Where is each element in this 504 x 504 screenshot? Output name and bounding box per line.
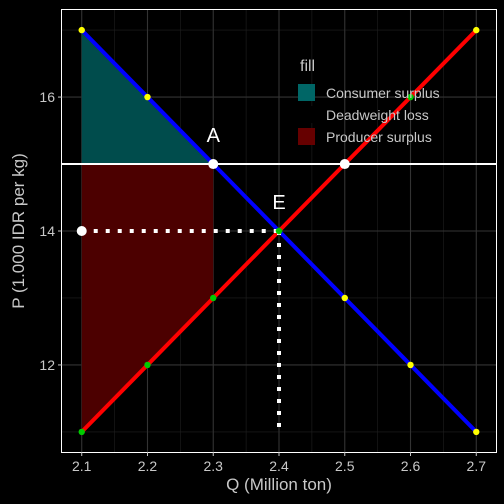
legend: fill Consumer surplus Deadweight loss Prod… [298, 58, 440, 145]
x-tick-label: 2.2 [138, 458, 158, 474]
axis-ticks: 2.1 2.2 2.3 2.4 2.5 2.6 2.7 12 14 16 [39, 89, 486, 474]
x-tick-label: 2.3 [204, 458, 224, 474]
supply-point [78, 428, 85, 436]
supply-point [144, 361, 151, 369]
x-tick-label: 2.6 [401, 458, 421, 474]
x-tick-label: 2.7 [467, 458, 487, 474]
legend-title: fill [300, 58, 315, 75]
x-tick-label: 2.4 [269, 458, 289, 474]
y-axis-label: P (1.000 IDR per kg) [9, 153, 28, 309]
y-tick-label: 14 [39, 223, 55, 239]
legend-label: Consumer surplus [326, 85, 440, 101]
point-a-marker [208, 159, 219, 170]
demand-point [144, 93, 151, 101]
annotation-label: A [207, 125, 221, 147]
y-tick-label: 12 [39, 357, 55, 373]
supply-point [275, 227, 283, 235]
legend-key [298, 84, 315, 101]
y-tick-label: 16 [39, 89, 55, 105]
legend-key [298, 128, 315, 145]
equilibrium-price-marker [76, 226, 87, 236]
demand-point [473, 428, 480, 436]
data-points [76, 26, 480, 436]
annotations: AE [207, 125, 286, 214]
x-axis-label: Q (Million ton) [226, 475, 332, 494]
legend-label: Producer surplus [326, 129, 432, 145]
legend-key [298, 106, 315, 123]
annotation-label: E [272, 192, 285, 214]
price-supply-marker [339, 159, 350, 170]
x-tick-label: 2.5 [335, 458, 355, 474]
supply-point [473, 26, 480, 34]
supply-point [210, 294, 217, 302]
equilibrium-guides [62, 163, 496, 432]
demand-point [407, 361, 414, 369]
demand-point [341, 294, 348, 302]
legend-label: Deadweight loss [326, 107, 429, 123]
x-tick-label: 2.1 [72, 458, 92, 474]
demand-point [78, 26, 85, 34]
supply-point [407, 93, 414, 101]
